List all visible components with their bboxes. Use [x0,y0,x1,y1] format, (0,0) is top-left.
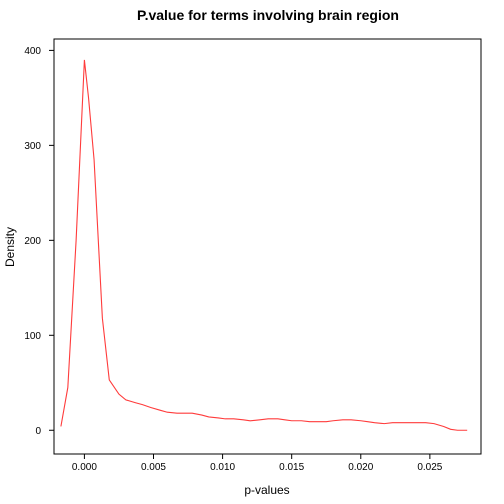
y-tick-label: 100 [24,331,41,342]
chart-title: P.value for terms involving brain region [137,7,399,23]
x-axis: 0.000 0.005 0.010 0.015 0.020 0.025 [72,454,443,473]
x-tick-label: 0.025 [417,462,442,473]
y-tick-label: 0 [35,426,41,437]
y-tick-label: 400 [24,46,41,57]
y-axis: 0 100 200 300 400 [24,46,54,437]
x-tick-label: 0.005 [141,462,166,473]
y-tick-label: 300 [24,141,41,152]
x-tick-label: 0.000 [72,462,97,473]
x-tick-label: 0.015 [279,462,304,473]
x-axis-label: p-values [244,483,289,497]
density-line-0 [60,59,468,431]
series-layer [60,59,468,431]
y-axis-label: Density [3,227,17,267]
plot-frame [53,38,482,455]
x-tick-label: 0.020 [348,462,373,473]
x-tick-label: 0.010 [210,462,235,473]
y-tick-label: 200 [24,236,41,247]
